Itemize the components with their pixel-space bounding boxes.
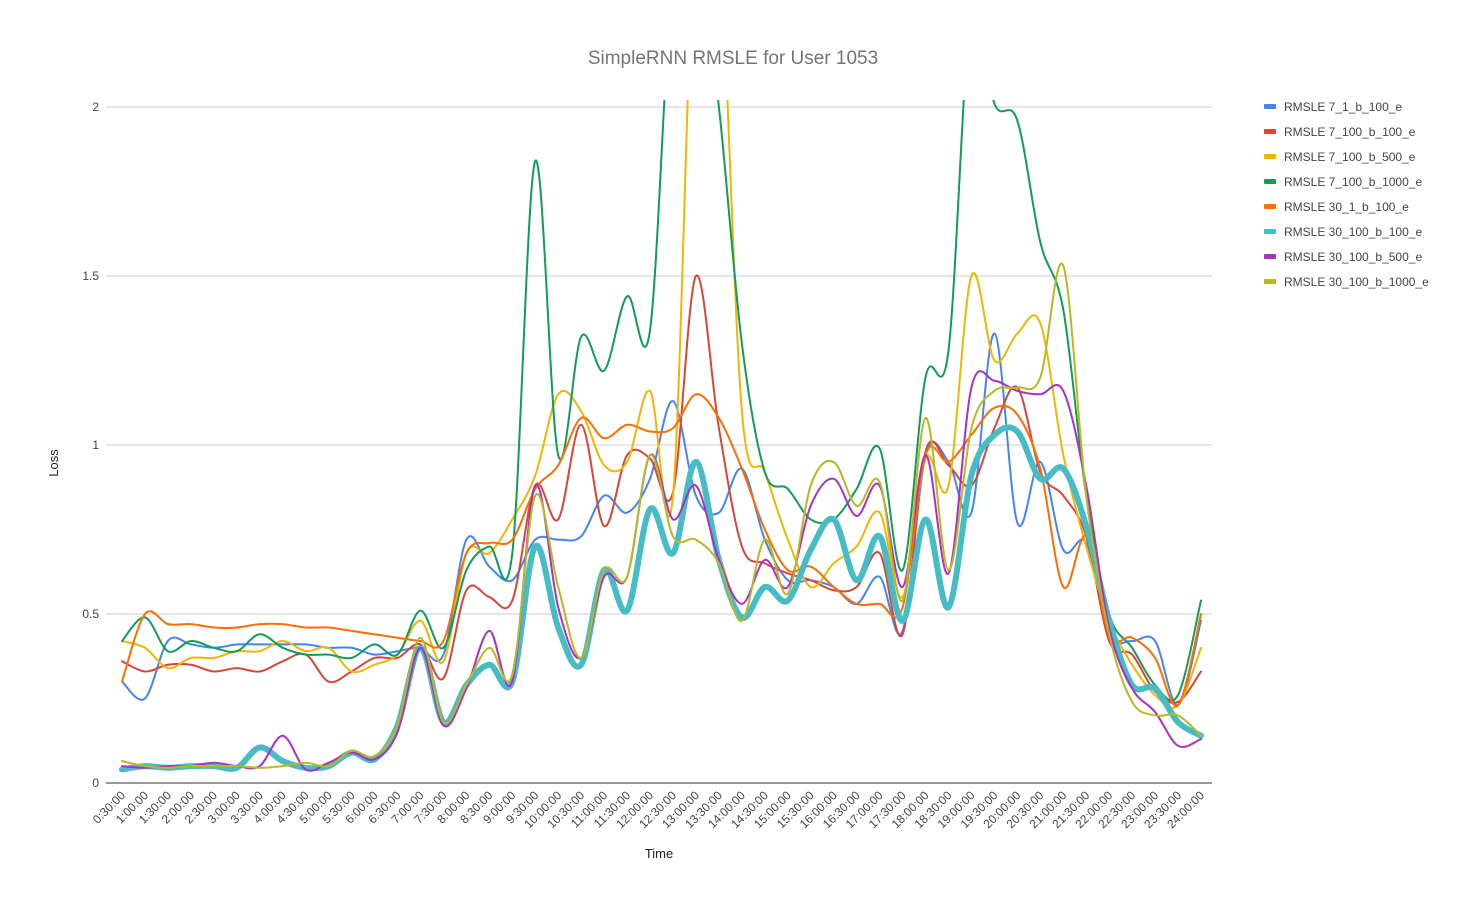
legend-swatch [1264, 179, 1276, 184]
legend-label: RMSLE 30_1_b_100_e [1284, 200, 1409, 214]
y-axis-ticks: 0 0.5 1 1.5 2 [82, 100, 99, 790]
legend: RMSLE 7_1_b_100_e RMSLE 7_100_b_100_e RMSL… [1264, 100, 1429, 289]
series-line-4 [121, 100, 1202, 702]
legend-label: RMSLE 7_100_b_500_e [1284, 150, 1416, 164]
y-tick-label: 1.5 [82, 269, 99, 283]
series-line-1 [121, 332, 1202, 707]
series-line-5 [121, 393, 1202, 707]
gridlines [106, 106, 1212, 615]
legend-swatch [1264, 129, 1276, 134]
x-axis-ticks: 0:30:001:00:001:30:002:00:002:30:003:00:… [90, 788, 1207, 831]
x-axis-title: Time [645, 846, 673, 861]
legend-label: RMSLE 7_100_b_1000_e [1284, 175, 1422, 189]
y-tick-label: 0 [92, 776, 99, 790]
series-line-8 [121, 262, 1202, 769]
series-line-3 [121, 100, 1202, 709]
legend-label: RMSLE 7_100_b_100_e [1284, 125, 1416, 139]
legend-label: RMSLE 30_100_b_500_e [1284, 250, 1422, 264]
y-tick-label: 0.5 [82, 607, 99, 621]
series-lines [119, 100, 1204, 773]
y-tick-label: 2 [92, 100, 99, 114]
legend-swatch [1264, 104, 1276, 109]
legend-swatch [1264, 279, 1276, 284]
y-axis-title: Loss [46, 449, 61, 477]
legend-label: RMSLE 7_1_b_100_e [1284, 100, 1402, 114]
legend-label: RMSLE 30_100_b_100_e [1284, 225, 1422, 239]
legend-swatch [1264, 254, 1276, 259]
legend-label: RMSLE 30_100_b_1000_e [1284, 275, 1429, 289]
series-line-7 [121, 370, 1202, 772]
legend-swatch [1264, 154, 1276, 159]
y-tick-label: 1 [92, 438, 99, 452]
legend-swatch [1264, 204, 1276, 209]
chart-title: SimpleRNN RMSLE for User 1053 [588, 48, 878, 69]
legend-swatch [1264, 229, 1276, 234]
